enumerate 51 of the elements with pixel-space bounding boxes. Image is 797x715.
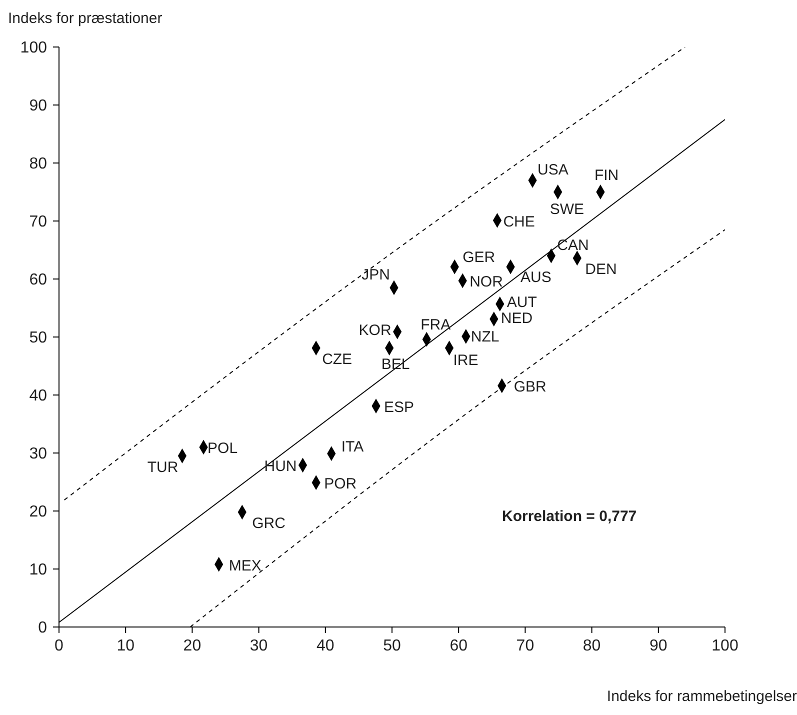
y-tick-label: 10 — [29, 562, 48, 579]
x-tick-label: 70 — [516, 637, 534, 654]
annotation: POL — [208, 440, 238, 458]
annotation: TUR — [147, 458, 178, 476]
annotation: ITA — [341, 438, 364, 456]
y-tick-label: 80 — [29, 156, 48, 173]
x-axis-title: Indeks for rammebetingelser — [606, 688, 797, 705]
y-tick-label: 40 — [29, 388, 48, 405]
annotation: NZL — [470, 328, 500, 346]
x-tick-label: 0 — [54, 637, 64, 654]
annotation: NED — [500, 310, 533, 328]
annotation: USA — [538, 161, 568, 178]
annotation: GER — [462, 248, 496, 266]
y-tick-label: 90 — [29, 98, 48, 115]
annotation: POR — [324, 476, 357, 493]
annotation: CHE — [503, 213, 535, 230]
annotation: FIN — [594, 167, 619, 184]
y-tick-label: 30 — [29, 446, 48, 463]
x-tick-label: 10 — [116, 637, 135, 654]
x-tick-label: 20 — [183, 637, 202, 654]
y-axis-title: Indeks for præstationer — [8, 10, 162, 27]
annotation: MEX — [228, 557, 262, 574]
x-tick-label: 40 — [316, 637, 334, 654]
x-tick-label: 50 — [383, 637, 401, 654]
annotation: GRC — [252, 515, 286, 532]
annotation: IRE — [453, 352, 478, 370]
annotation: Korrelation = 0,777 — [502, 508, 637, 525]
annotation: AUT — [506, 294, 537, 311]
annotation: CZE — [322, 351, 352, 368]
x-tick-label: 90 — [650, 637, 668, 654]
x-tick-label: 100 — [712, 637, 738, 654]
annotation: HUN — [264, 458, 297, 476]
annotation: GBR — [514, 378, 547, 396]
annotation: AUS — [520, 268, 552, 286]
y-tick-label: 70 — [29, 214, 48, 231]
annotation: JPN — [362, 266, 390, 284]
y-tick-label: 50 — [29, 330, 48, 347]
annotation: KOR — [358, 322, 392, 339]
x-tick-label: 30 — [250, 637, 268, 654]
x-tick-label: 60 — [450, 637, 468, 654]
annotation: FRA — [420, 316, 451, 334]
annotation: ESP — [384, 399, 414, 416]
y-tick-label: 100 — [20, 40, 48, 57]
annotation: DEN — [585, 261, 617, 278]
y-tick-label: 60 — [29, 272, 48, 289]
annotation: NOR — [470, 274, 504, 291]
y-tick-label: 20 — [29, 504, 48, 521]
annotation: CAN — [557, 236, 589, 254]
x-tick-label: 80 — [582, 637, 601, 654]
annotation: SWE — [550, 201, 584, 218]
y-tick-label: 0 — [38, 620, 48, 637]
